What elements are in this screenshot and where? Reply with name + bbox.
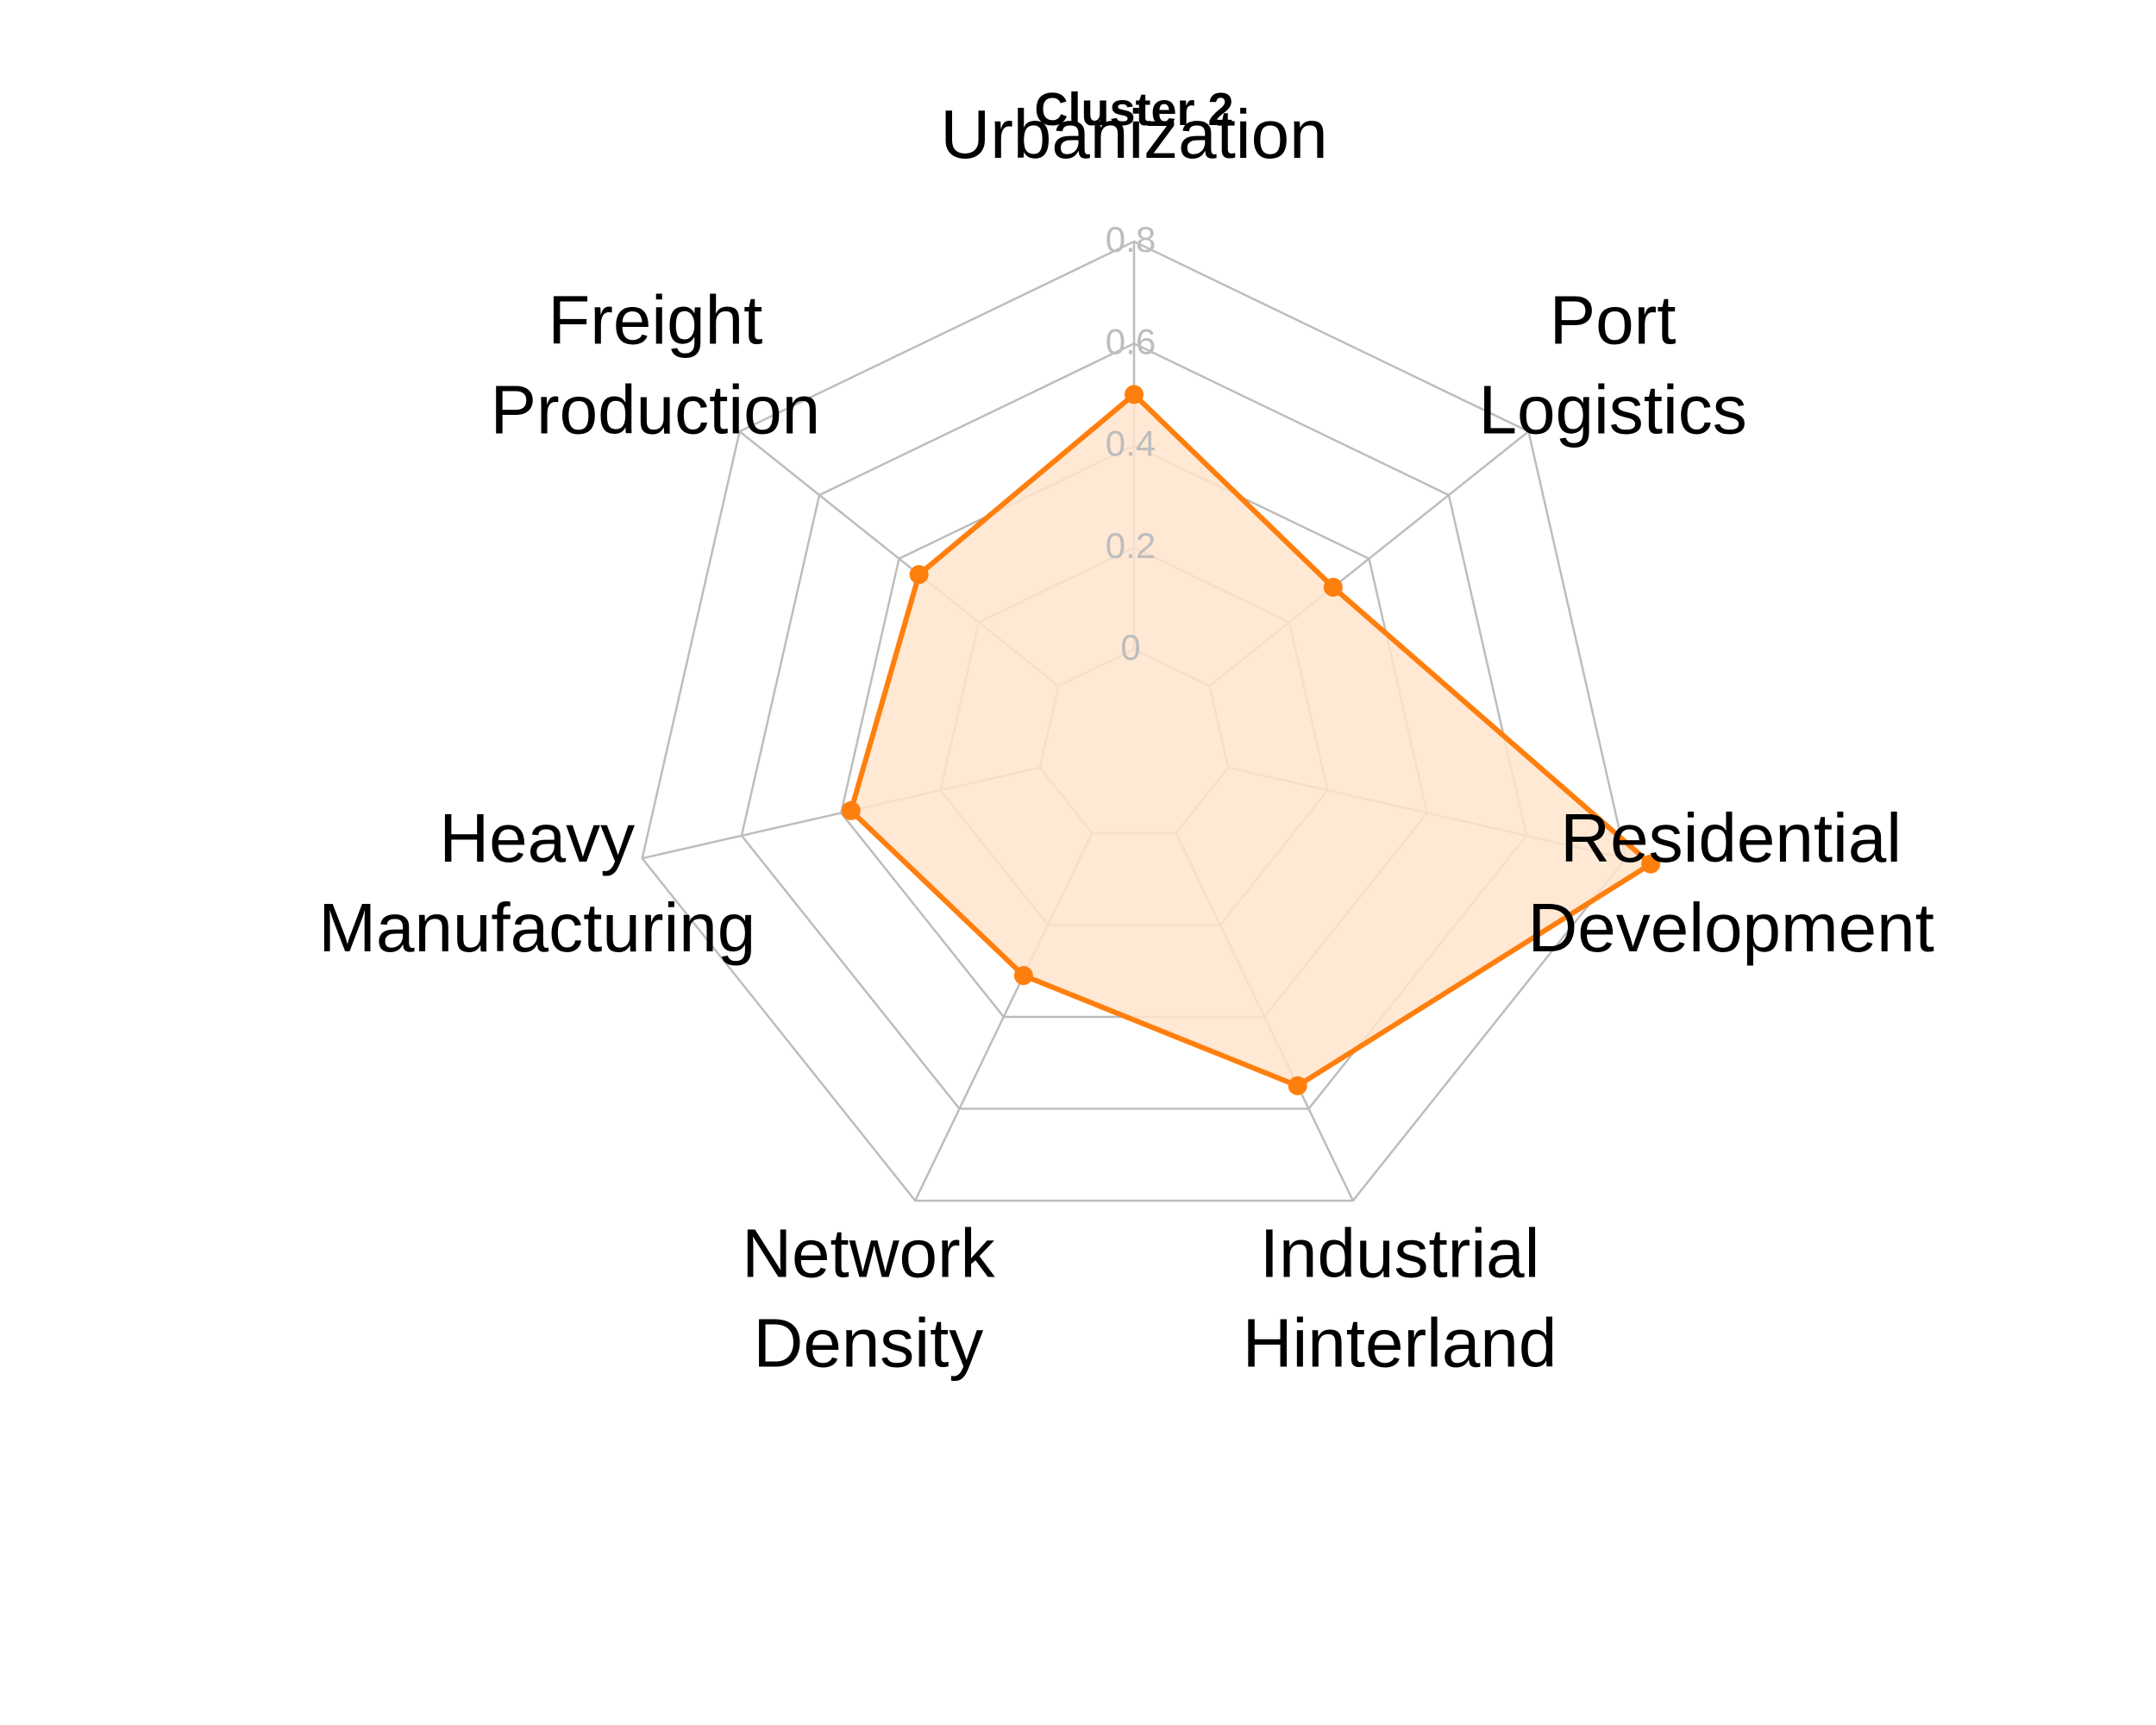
axis-label-line: Industrial — [1260, 1215, 1540, 1292]
grid-ring-4 — [641, 240, 1627, 1202]
axis-label-line: Hinterland — [1243, 1305, 1557, 1382]
data-point-6 — [909, 565, 929, 585]
data-point-5 — [841, 800, 861, 820]
tick-label-3: 0.6 — [1106, 321, 1156, 361]
axis-label-line: Residential — [1560, 800, 1902, 876]
axis-label-line: Freight — [548, 281, 762, 358]
axis-label-line: Urbanization — [940, 96, 1327, 172]
radar-series — [841, 385, 1661, 1095]
data-point-3 — [1288, 1076, 1307, 1095]
axis-label-line: Network — [742, 1215, 995, 1292]
data-point-0 — [1125, 385, 1144, 405]
grid-ring-3 — [740, 342, 1528, 1110]
tick-label-1: 0.2 — [1106, 525, 1156, 566]
data-point-4 — [1013, 966, 1033, 986]
data-point-1 — [1323, 577, 1343, 597]
axis-label-1: Port Logistics — [1478, 281, 1746, 448]
axis-label-2: Residential Development — [1528, 800, 1934, 966]
series-polygon-0 — [848, 391, 1656, 1089]
data-point-2 — [1641, 854, 1661, 874]
radial-tick-labels: 0 0.2 0.4 0.6 0.8 — [1106, 219, 1156, 668]
tick-label-0: 0 — [1120, 627, 1140, 668]
axis-label-0: Urbanization — [940, 96, 1327, 172]
axis-label-line: Heavy — [439, 800, 635, 876]
axis-label-3: Industrial Hinterland — [1243, 1215, 1557, 1382]
axis-label-4: Network Density — [742, 1215, 995, 1382]
axis-label-line: Development — [1528, 889, 1934, 966]
axis-label-line: Production — [491, 371, 820, 448]
axis-label-line: Logistics — [1478, 371, 1746, 448]
chart-title: Cluster 2 — [1034, 84, 1233, 135]
tick-label-2: 0.4 — [1106, 423, 1156, 464]
axis-labels: Urbanization Port Logistics Residential Deve… — [318, 96, 1934, 1382]
axis-label-line: Density — [754, 1305, 984, 1382]
axis-label-5: Heavy Manufacturing — [318, 800, 755, 966]
axis-label-line: Port — [1550, 281, 1677, 358]
axis-label-line: Manufacturing — [318, 889, 755, 966]
axis-label-6: Freight Production — [491, 281, 820, 448]
tick-label-4: 0.8 — [1106, 219, 1156, 260]
